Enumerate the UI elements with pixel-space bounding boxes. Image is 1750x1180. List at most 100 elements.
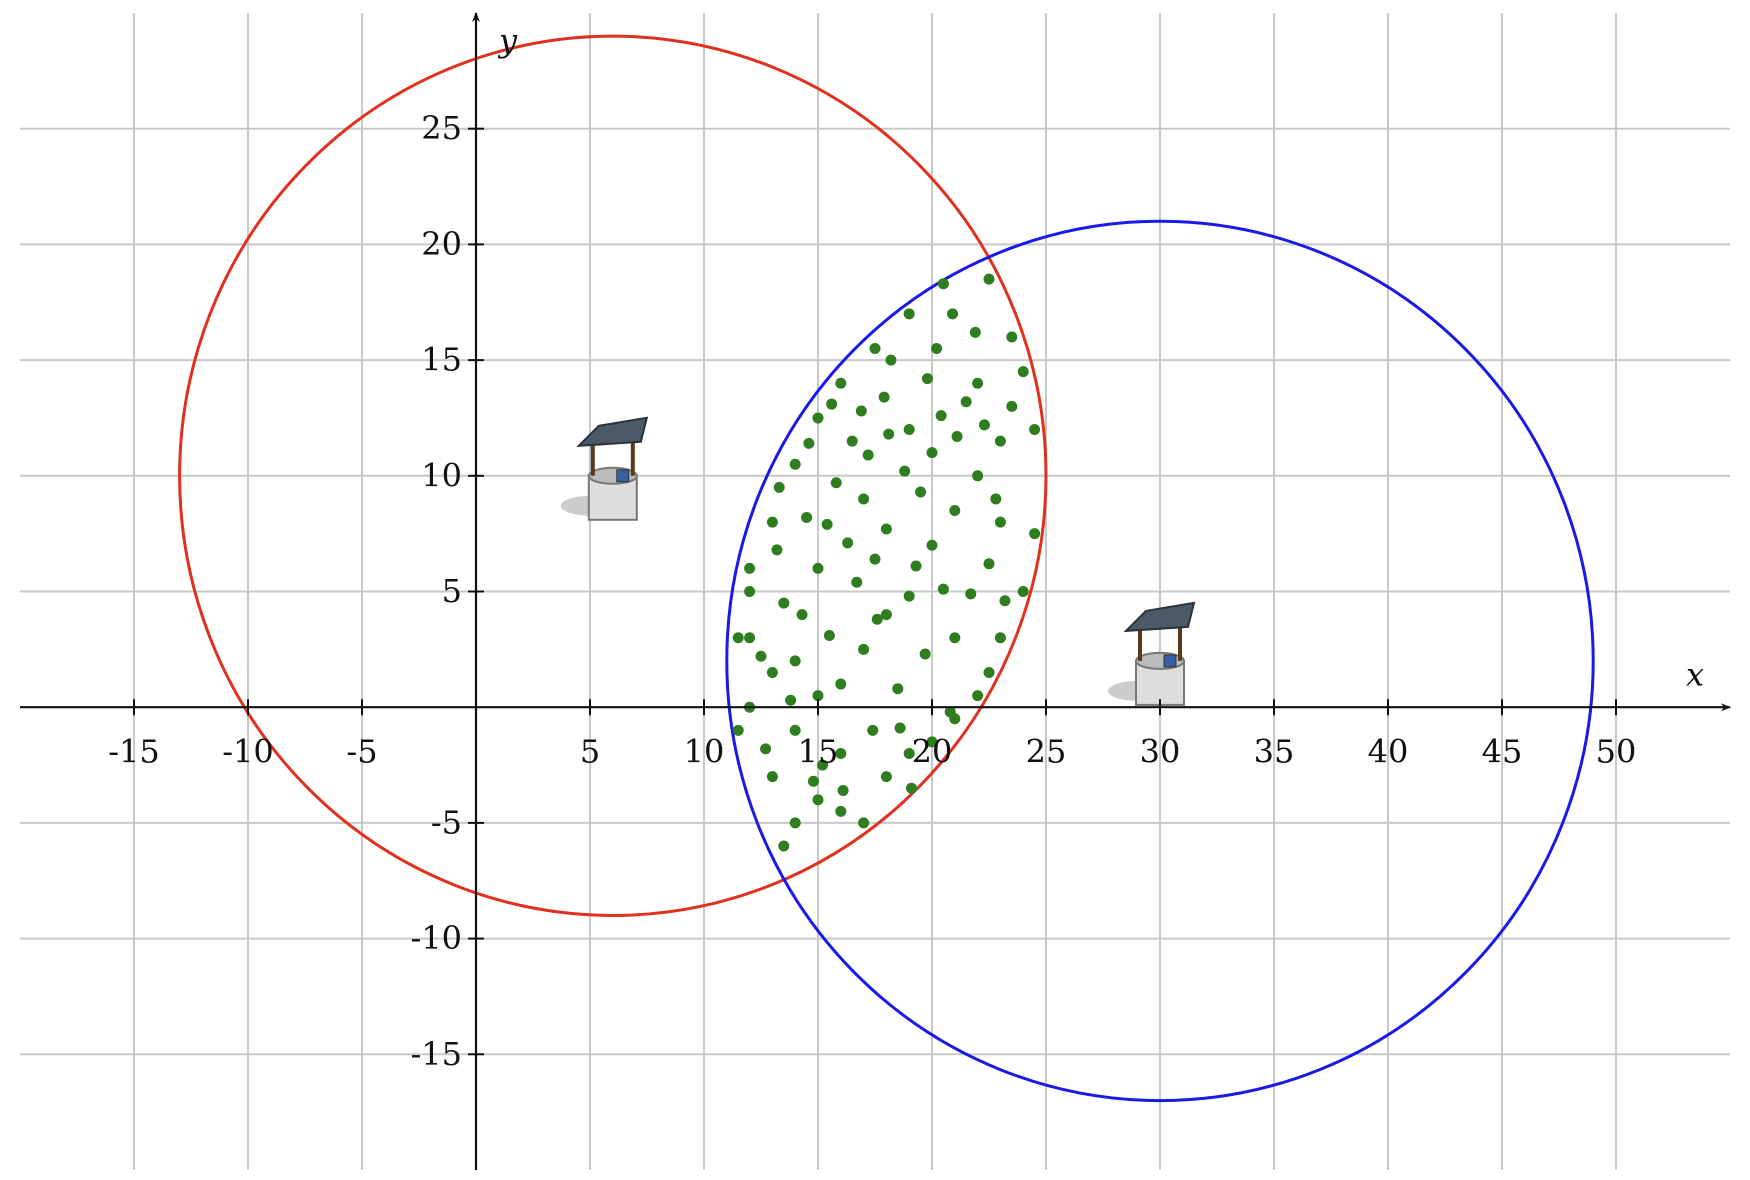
x-tick-label: 40: [1368, 733, 1409, 771]
scatter-point: [919, 648, 931, 660]
scatter-point: [949, 632, 961, 644]
scatter-point: [760, 743, 772, 755]
scatter-point: [812, 690, 824, 702]
scatter-point: [812, 412, 824, 424]
scatter-point: [842, 537, 854, 549]
x-tick-label: 30: [1140, 733, 1181, 771]
scatter-point: [883, 428, 895, 440]
scatter-point: [965, 588, 977, 600]
plot: [178, 34, 1595, 1103]
scatter-point: [851, 576, 863, 588]
scatter-point: [1006, 400, 1018, 412]
x-tick-label: 10: [684, 733, 725, 771]
scatter-point: [903, 424, 915, 436]
x-tick-label: 15: [798, 733, 839, 771]
scatter-point: [789, 724, 801, 736]
scatter-point: [969, 326, 981, 338]
circle: [178, 34, 1048, 917]
scatter-point: [858, 643, 870, 655]
well-bucket: [1163, 654, 1177, 668]
scatter-point: [830, 477, 842, 489]
well-icon: [560, 416, 649, 521]
scatter-point: [935, 410, 947, 422]
scatter-point: [766, 771, 778, 783]
scatter-point: [732, 632, 744, 644]
scatter-point: [944, 706, 956, 718]
scatter-point: [926, 736, 938, 748]
well-roof: [576, 416, 649, 447]
y-tick-label: 20: [421, 225, 462, 263]
scatter-point: [880, 609, 892, 621]
scatter-point: [949, 505, 961, 517]
scatter-point: [894, 722, 906, 734]
circle: [725, 219, 1595, 1103]
scatter-point: [903, 308, 915, 320]
scatter-point: [994, 632, 1006, 644]
scatter-point: [1017, 366, 1029, 378]
scatter-point: [789, 655, 801, 667]
x-tick-label: 45: [1482, 733, 1523, 771]
scatter-point: [846, 435, 858, 447]
scatter-point: [871, 613, 883, 625]
scatter-point: [858, 817, 870, 829]
scatter-point: [773, 481, 785, 493]
scatter-point: [972, 690, 984, 702]
y-tick-label: -15: [410, 1035, 462, 1073]
scatter-point: [744, 562, 756, 574]
scatter-point: [869, 553, 881, 565]
scatter-point: [835, 747, 847, 759]
scatter-point: [878, 391, 890, 403]
scatter-point: [826, 398, 838, 410]
x-tick-label: 50: [1596, 733, 1637, 771]
scatter-point: [983, 273, 995, 285]
y-tick-label: 15: [421, 341, 462, 379]
scatter-point: [994, 435, 1006, 447]
scatter-point: [812, 794, 824, 806]
y-tick-label: 25: [421, 109, 462, 147]
scatter-point: [867, 724, 879, 736]
scatter-point: [803, 437, 815, 449]
scatter-point: [796, 609, 808, 621]
scatter-point: [755, 650, 767, 662]
scatter-point: [903, 590, 915, 602]
scatter-point: [835, 377, 847, 389]
scatter-point: [785, 694, 797, 706]
scatter-point: [778, 840, 790, 852]
scatter-point: [951, 430, 963, 442]
scatter-point: [880, 771, 892, 783]
scatter-point: [732, 724, 744, 736]
scatter-point: [915, 486, 927, 498]
scatter-point: [994, 516, 1006, 528]
x-tick-label: -10: [222, 733, 274, 771]
scatter-point: [880, 523, 892, 535]
scatter-point: [807, 775, 819, 787]
scatter-point: [778, 597, 790, 609]
y-tick-label: -10: [410, 919, 462, 957]
x-tick-label: -15: [108, 733, 160, 771]
scatter-point: [862, 449, 874, 461]
scatter-point: [869, 343, 881, 355]
scatter-point: [921, 373, 933, 385]
well-bucket: [616, 469, 630, 483]
scatter-point: [1029, 528, 1041, 540]
scatter-point: [855, 405, 867, 417]
x-tick-label: -5: [346, 733, 377, 771]
y-tick-label: -5: [431, 803, 462, 841]
scatter-point: [858, 493, 870, 505]
well-rim: [587, 466, 638, 485]
scatter-point: [990, 493, 1002, 505]
x-tick-label: 20: [912, 733, 953, 771]
scatter-point: [835, 805, 847, 817]
scatter-point: [823, 629, 835, 641]
x-tick-label: 25: [1026, 733, 1067, 771]
scatter-point: [947, 308, 959, 320]
scatter-point: [983, 558, 995, 570]
x-tick-label: 35: [1254, 733, 1295, 771]
y-axis-label: y: [497, 22, 518, 60]
well-rim: [1135, 651, 1185, 670]
scatter-point: [926, 447, 938, 459]
scatter-point: [789, 458, 801, 470]
x-axis-label: x: [1686, 656, 1704, 694]
scatter-point: [766, 666, 778, 678]
